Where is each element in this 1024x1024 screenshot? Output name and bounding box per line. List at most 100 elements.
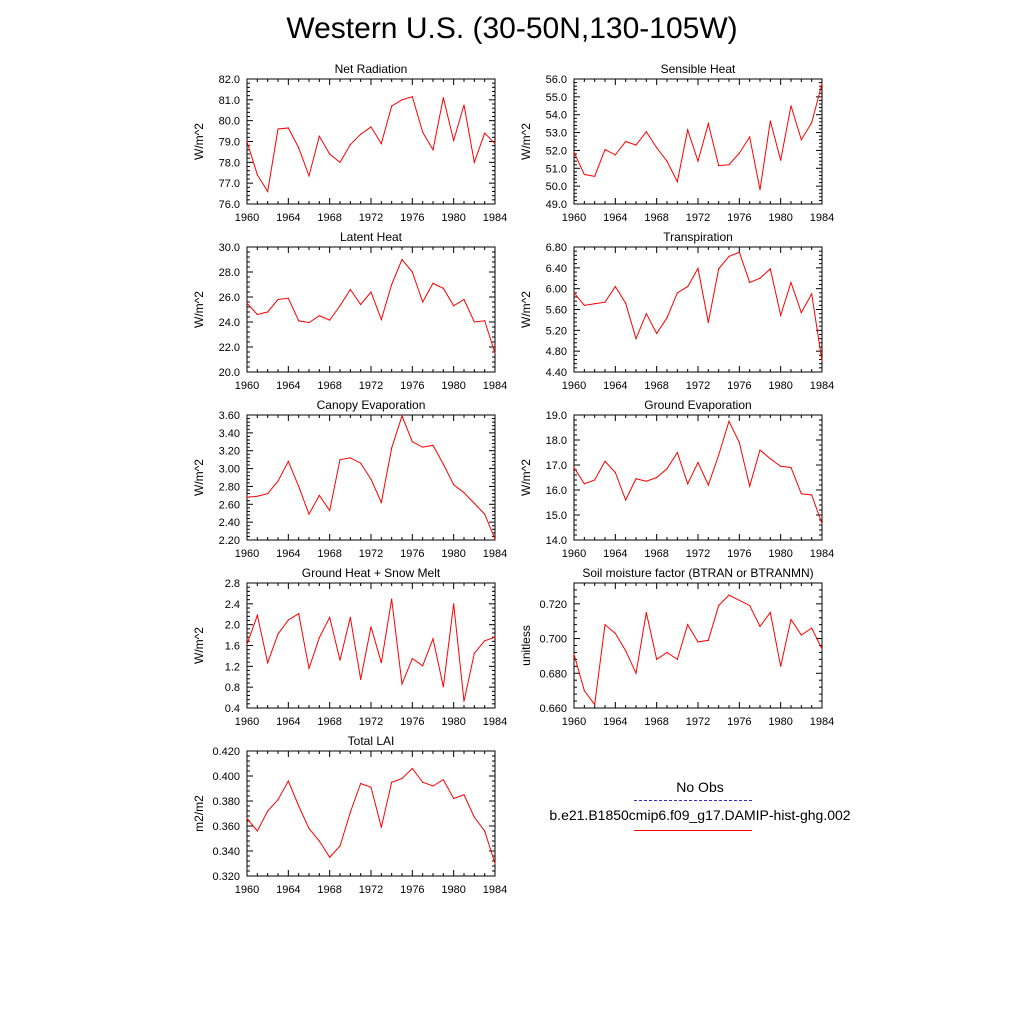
x-tick-label: 1984: [810, 380, 834, 392]
data-point: [707, 321, 709, 324]
data-point: [749, 485, 751, 487]
data-point: [329, 856, 331, 858]
data-point: [604, 148, 606, 151]
data-point: [380, 662, 382, 664]
panel-title: Transpiration: [663, 230, 733, 244]
y-tick-label: 15.0: [546, 510, 567, 522]
x-tick-label: 1960: [235, 212, 259, 224]
data-point: [287, 780, 289, 782]
data-point: [676, 658, 678, 660]
data-point: [318, 840, 320, 842]
data-point: [759, 625, 761, 628]
y-tick-label: 0.8: [225, 682, 240, 694]
data-point: [484, 830, 486, 832]
y-tick-label: 3.60: [219, 410, 240, 422]
data-point: [780, 159, 782, 161]
y-tick-label: 18.0: [546, 435, 567, 447]
y-tick-label: 51.0: [546, 163, 567, 175]
data-point: [422, 446, 424, 448]
y-tick-label: 28.0: [219, 267, 240, 279]
data-point: [380, 826, 382, 828]
data-point: [645, 611, 647, 614]
data-point: [349, 288, 351, 291]
y-tick-label: 53.0: [546, 128, 567, 140]
x-tick-label: 1984: [810, 548, 834, 560]
data-point: [645, 131, 647, 133]
data-point: [298, 147, 300, 149]
x-tick-label: 1964: [276, 548, 300, 560]
data-point: [267, 492, 269, 495]
panel-title: Sensible Heat: [661, 62, 736, 76]
y-tick-label: 50.0: [546, 181, 567, 193]
series-line: [246, 258, 496, 354]
data-point: [645, 480, 647, 482]
y-tick-label: 26.0: [219, 292, 240, 304]
x-tick-label: 1984: [810, 212, 834, 224]
panel-title: Soil moisture factor (BTRAN or BTRANMN): [582, 566, 813, 580]
y-tick-label: 2.60: [219, 499, 240, 511]
data-point: [432, 149, 434, 151]
data-point: [718, 454, 720, 456]
data-point: [676, 181, 678, 183]
data-point: [656, 332, 658, 335]
x-tick-label: 1968: [317, 716, 341, 728]
y-tick-label: 5.60: [546, 305, 567, 317]
y-tick-label: 0.4: [225, 703, 240, 715]
data-point: [718, 165, 720, 167]
data-point: [780, 465, 782, 467]
plot-frame: [246, 246, 496, 373]
data-point: [308, 513, 310, 515]
x-tick-label: 1964: [276, 212, 300, 224]
y-tick-label: 3.20: [219, 446, 240, 458]
data-point: [811, 293, 813, 295]
data-point: [401, 258, 403, 261]
data-point: [298, 320, 300, 322]
y-tick-label: 0.360: [212, 821, 240, 833]
x-tick-label: 1960: [235, 716, 259, 728]
data-point: [267, 190, 269, 193]
panel-title: Latent Heat: [340, 230, 403, 244]
data-point: [687, 483, 689, 485]
data-point: [463, 298, 465, 301]
data-point: [473, 321, 475, 323]
plot-frame: [573, 78, 823, 205]
x-tick-label: 1968: [317, 548, 341, 560]
data-point: [790, 281, 792, 284]
data-point: [267, 810, 269, 812]
data-point: [494, 142, 496, 145]
y-tick-label: 2.20: [219, 535, 240, 547]
y-tick-label: 0.420: [212, 746, 240, 758]
data-point: [463, 492, 465, 494]
data-point: [453, 603, 455, 605]
data-point: [573, 653, 575, 655]
series-line: [246, 767, 496, 864]
data-point: [759, 449, 761, 451]
x-tick-label: 1980: [441, 716, 465, 728]
x-tick-label: 1972: [686, 380, 710, 392]
x-tick-label: 1972: [686, 716, 710, 728]
chart-panel: 1960 1964 1968 1972 1976 1980 1984 76.0 77.0 78.0…: [192, 62, 507, 224]
data-point: [349, 811, 351, 813]
data-point: [811, 494, 813, 496]
y-axis-label: unitless: [519, 625, 533, 666]
data-point: [473, 161, 475, 163]
y-tick-label: 0.320: [212, 871, 240, 883]
data-point: [666, 160, 668, 162]
y-tick-label: 6.40: [546, 263, 567, 275]
data-point: [811, 627, 813, 629]
x-tick-label: 1984: [483, 884, 507, 896]
data-point: [484, 320, 486, 322]
data-point: [277, 298, 279, 301]
x-tick-label: 1980: [441, 380, 465, 392]
x-tick-label: 1960: [562, 212, 586, 224]
data-point: [718, 604, 720, 607]
data-point: [360, 678, 362, 680]
data-point: [442, 463, 444, 465]
series-line: [573, 83, 823, 190]
x-tick-label: 1976: [727, 212, 751, 224]
x-tick-label: 1968: [317, 212, 341, 224]
data-point: [411, 441, 413, 443]
x-tick-label: 1960: [562, 380, 586, 392]
data-point: [573, 292, 575, 294]
